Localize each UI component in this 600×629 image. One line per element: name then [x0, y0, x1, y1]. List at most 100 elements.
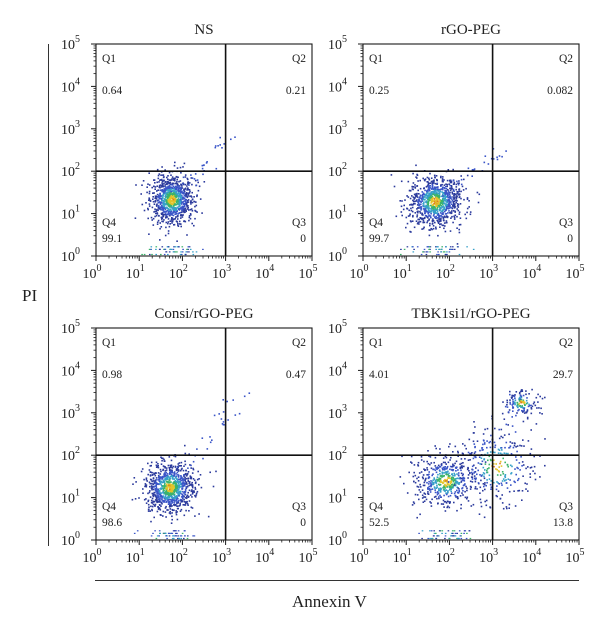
data-point: [419, 203, 421, 206]
data-point: [507, 452, 509, 455]
data-point: [159, 496, 161, 498]
data-point: [400, 205, 403, 208]
data-point: [426, 207, 428, 209]
shared-x-axis-line: [95, 580, 579, 581]
data-point: [454, 462, 456, 465]
data-point: [441, 183, 443, 186]
data-point: [168, 535, 171, 537]
data-point: [165, 516, 167, 518]
data-point: [166, 196, 169, 199]
data-point: [418, 193, 420, 195]
x-tick-label: 105: [299, 547, 318, 566]
data-point: [444, 253, 447, 256]
data-point: [408, 471, 410, 474]
data-point: [436, 197, 439, 200]
y-tick-label: 100: [328, 530, 347, 549]
data-point: [168, 494, 170, 497]
data-point: [436, 484, 438, 487]
data-point: [429, 489, 431, 491]
data-point: [175, 495, 177, 497]
data-point: [527, 490, 529, 492]
data-point: [455, 481, 457, 483]
data-point: [217, 145, 219, 147]
data-point: [418, 221, 420, 223]
data-point: [427, 491, 429, 493]
data-point: [423, 179, 426, 181]
data-point: [457, 474, 460, 476]
data-point: [142, 180, 145, 182]
data-point: [419, 187, 422, 190]
data-point: [171, 501, 174, 503]
data-point: [451, 530, 454, 532]
data-point: [194, 515, 196, 517]
quadrant-label: Q4: [102, 501, 116, 513]
data-point: [173, 502, 176, 504]
data-point: [148, 184, 151, 186]
data-point: [181, 182, 184, 185]
data-point: [171, 515, 173, 518]
data-point: [167, 175, 169, 177]
data-point: [433, 532, 436, 534]
data-point: [213, 414, 216, 417]
data-point: [159, 186, 161, 189]
data-point: [160, 488, 162, 490]
data-point: [428, 214, 430, 217]
data-point: [517, 409, 519, 412]
data-point: [464, 490, 466, 493]
data-point: [184, 198, 187, 201]
data-point: [489, 506, 492, 509]
data-point: [523, 401, 525, 404]
data-point: [443, 474, 445, 477]
data-point: [431, 206, 434, 209]
data-point: [454, 535, 457, 537]
data-point: [164, 181, 167, 183]
data-point: [171, 487, 174, 490]
data-point: [196, 490, 199, 493]
data-point: [185, 202, 188, 205]
data-point: [184, 220, 187, 223]
data-point: [511, 442, 513, 444]
data-point: [172, 492, 175, 495]
data-point: [463, 484, 466, 486]
plot-frame: [95, 43, 313, 257]
data-point: [438, 480, 441, 483]
data-point: [157, 204, 160, 207]
data-point: [456, 489, 458, 492]
data-point: [168, 198, 171, 201]
data-point: [149, 253, 151, 256]
data-point: [146, 191, 148, 194]
data-point: [530, 429, 532, 431]
data-point: [459, 217, 462, 219]
data-point: [509, 401, 511, 404]
data-point: [157, 472, 160, 474]
data-point: [151, 206, 154, 209]
data-point: [193, 196, 195, 198]
data-point: [158, 201, 160, 204]
data-point: [171, 485, 173, 488]
data-point: [475, 477, 477, 480]
data-point: [412, 203, 414, 206]
data-point: [189, 213, 192, 215]
data-point: [419, 483, 421, 486]
data-point: [170, 210, 173, 213]
data-point: [175, 484, 178, 486]
data-point: [154, 208, 156, 210]
data-point: [150, 461, 153, 464]
data-point: [430, 485, 432, 488]
data-point: [442, 176, 444, 178]
data-point: [182, 210, 185, 212]
data-point: [162, 210, 165, 212]
data-point: [159, 206, 161, 209]
data-point: [171, 475, 174, 478]
data-point: [152, 532, 154, 534]
data-point: [167, 532, 170, 534]
data-point: [426, 467, 428, 469]
data-point: [446, 483, 449, 486]
data-point: [168, 469, 171, 471]
data-point: [442, 251, 445, 253]
data-point: [407, 196, 410, 198]
data-point: [152, 224, 155, 226]
data-point: [468, 530, 471, 532]
data-point: [147, 207, 149, 210]
data-point: [155, 500, 158, 502]
